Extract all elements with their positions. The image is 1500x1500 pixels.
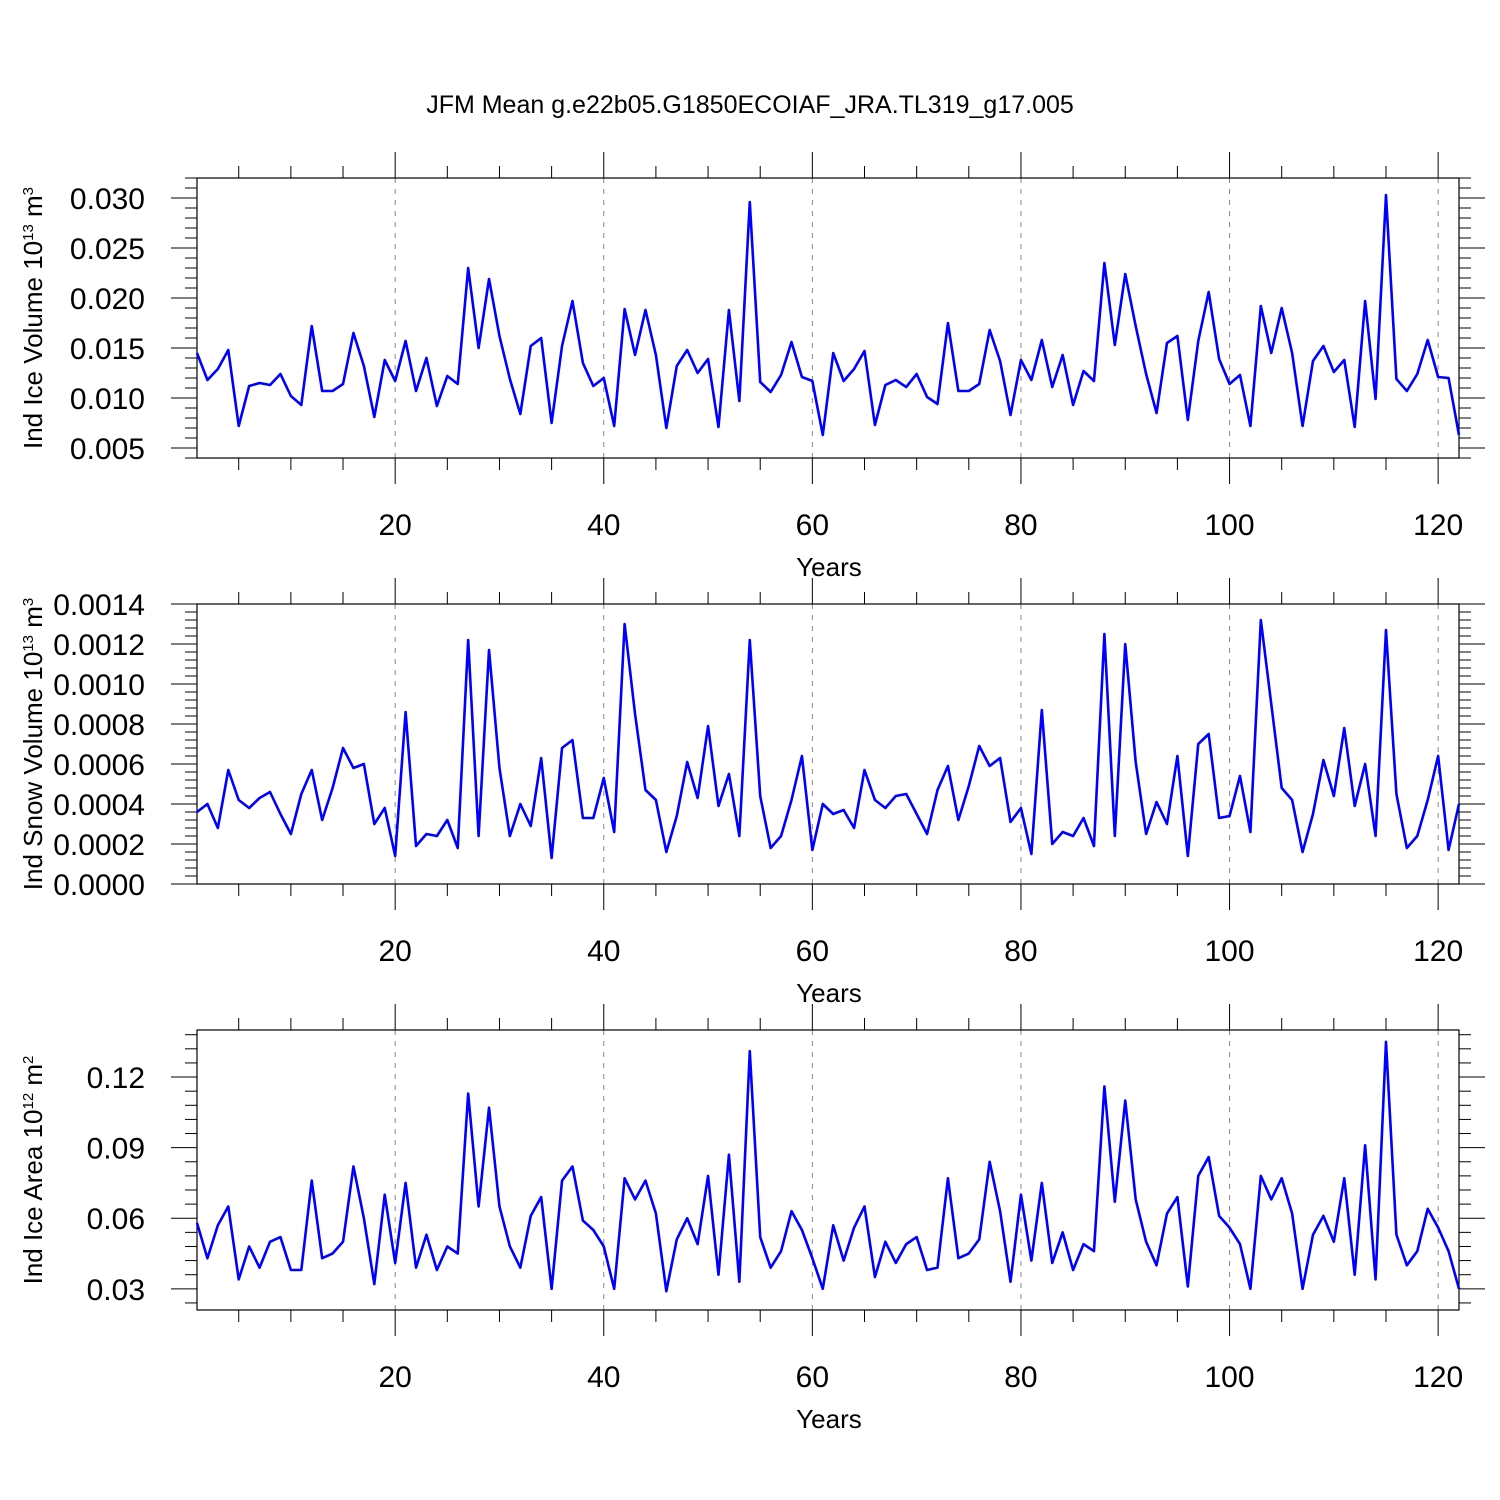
- x-tick-label: 80: [1004, 1361, 1037, 1394]
- x-tick-label: 20: [378, 935, 411, 968]
- y-label-superscript: 2: [20, 1056, 37, 1064]
- x-tick-label: 40: [587, 509, 620, 542]
- y-tick-label: 0.06: [87, 1203, 145, 1236]
- y-tick-label: 0.020: [70, 283, 145, 316]
- y-tick-label: 0.0006: [53, 749, 145, 782]
- y-tick-label: 0.12: [87, 1062, 145, 1095]
- y-tick-label: 0.0004: [53, 789, 145, 822]
- x-tick-label: 120: [1413, 935, 1463, 968]
- x-tick-label: 20: [378, 509, 411, 542]
- x-tick-label: 60: [796, 509, 829, 542]
- y-tick-label: 0.030: [70, 183, 145, 216]
- y-label-superscript: 13: [20, 224, 37, 241]
- x-tick-label: 120: [1413, 1361, 1463, 1394]
- y-label-superscript: 12: [20, 1093, 37, 1110]
- y-label-superscript: 3: [20, 598, 37, 606]
- y-label-text: m: [18, 1064, 48, 1093]
- y-axis-label: Ind Ice Volume 1013 m3: [18, 187, 48, 449]
- y-axis-label: Ind Snow Volume 1013 m3: [18, 598, 48, 890]
- y-tick-label: 0.005: [70, 433, 145, 466]
- y-label-text: Ind Ice Volume 10: [18, 241, 48, 449]
- x-tick-label: 40: [587, 1361, 620, 1394]
- x-tick-label: 40: [587, 935, 620, 968]
- y-label-superscript: 13: [20, 635, 37, 652]
- x-axis-label: Years: [796, 1404, 862, 1434]
- plot-frame: [196, 1029, 1460, 1311]
- y-tick-label: 0.0010: [53, 669, 145, 702]
- y-tick-label: 0.03: [87, 1274, 145, 1307]
- y-tick-label: 0.010: [70, 383, 145, 416]
- x-tick-label: 100: [1205, 1361, 1255, 1394]
- y-tick-label: 0.0012: [53, 629, 145, 662]
- y-label-text: m: [18, 606, 48, 635]
- panels: 20 40 60 80 100 120 0.005 0.010 0.015 0.020 0.025 0…: [18, 152, 1485, 1434]
- x-tick-label: 80: [1004, 935, 1037, 968]
- x-axis-label: Years: [796, 978, 862, 1008]
- x-tick-label: 60: [796, 935, 829, 968]
- x-tick-label: 100: [1205, 509, 1255, 542]
- chart-title: JFM Mean g.e22b05.G1850ECOIAF_JRA.TL319_…: [426, 91, 1074, 119]
- y-label-superscript: 3: [20, 187, 37, 195]
- x-tick-label: 60: [796, 1361, 829, 1394]
- y-tick-label: 0.025: [70, 233, 145, 266]
- series-line-ice-volume: [195, 193, 1461, 437]
- x-tick-label: 80: [1004, 509, 1037, 542]
- panel-ice-volume: 20 40 60 80 100 120 0.005 0.010 0.015 0.020 0.025 0…: [18, 152, 1485, 582]
- y-label-text: Ind Snow Volume 10: [18, 652, 48, 891]
- y-tick-label: 0.09: [87, 1133, 145, 1166]
- y-tick-label: 0.0008: [53, 709, 145, 742]
- x-tick-label: 20: [378, 1361, 411, 1394]
- x-tick-label: 100: [1205, 935, 1255, 968]
- y-axis-label: Ind Ice Area 1012 m2: [18, 1056, 48, 1285]
- series-line-snow-volume: [196, 618, 1461, 860]
- plot-frame: [196, 177, 1460, 459]
- y-tick-label: 0.0002: [53, 829, 145, 862]
- panel-ice-area: 20 40 60 80 100 120 0.03 0.06 0.09 0.12 Years Ind I…: [18, 1004, 1485, 1434]
- y-tick-label: 0.015: [70, 333, 145, 366]
- plot-frame: [196, 603, 1460, 885]
- y-label-text: Ind Ice Area 10: [18, 1110, 48, 1285]
- x-axis-label: Years: [796, 552, 862, 582]
- series-line-ice-area: [195, 1040, 1461, 1293]
- x-tick-label: 120: [1413, 509, 1463, 542]
- y-tick-label: 0.0000: [53, 869, 145, 902]
- y-label-text: m: [18, 195, 48, 224]
- panel-snow-volume: 20 40 60 80 100 120 0.0000 0.0002 0.0004 0.0006 0.…: [18, 578, 1485, 1008]
- y-tick-label: 0.0014: [53, 589, 145, 622]
